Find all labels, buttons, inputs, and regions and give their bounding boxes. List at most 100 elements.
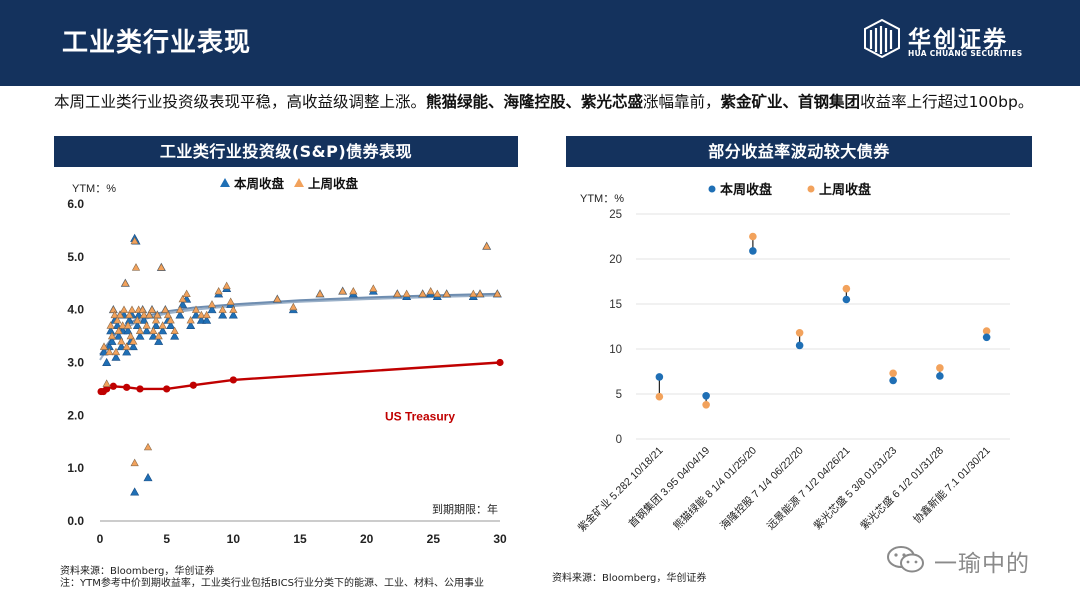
previous-close-point bbox=[102, 379, 111, 387]
previous-close-point bbox=[145, 310, 154, 319]
previous-close-point bbox=[338, 286, 347, 295]
previous-close-point bbox=[889, 369, 897, 378]
current-close-point bbox=[132, 320, 142, 330]
previous-close-point bbox=[207, 300, 217, 308]
previous-close-point bbox=[113, 316, 122, 324]
previous-close-point bbox=[170, 326, 179, 334]
summary-text-1: 本周工业类行业投资级表现平稳，高收益级调整上涨。 bbox=[54, 93, 427, 111]
x-category-label: 协鑫新能 7.1 01/30/21 bbox=[911, 444, 993, 526]
x-tick-label: 0 bbox=[97, 532, 104, 546]
current-close-point bbox=[218, 310, 228, 319]
brand-logo: 华创证券 HUA CHUANG SECURITIES bbox=[862, 18, 1032, 66]
x-tick-label: 30 bbox=[493, 532, 507, 546]
previous-close-point bbox=[289, 302, 298, 311]
x-tick-label: 10 bbox=[227, 532, 241, 546]
previous-close-point bbox=[115, 310, 125, 319]
x-category-label: 海隆控股 7 1/4 06/22/20 bbox=[717, 444, 806, 533]
previous-close-point bbox=[135, 326, 145, 334]
previous-close-point bbox=[131, 263, 141, 271]
summary-text-3: 收益率上行超过100bp。 bbox=[860, 93, 1034, 111]
current-close-point bbox=[114, 331, 124, 340]
previous-close-point bbox=[202, 310, 211, 319]
current-close-point bbox=[655, 373, 664, 381]
previous-close-point bbox=[418, 289, 427, 297]
current-close-point bbox=[207, 305, 217, 314]
us-treasury-point bbox=[136, 385, 144, 393]
previous-close-point bbox=[166, 316, 175, 324]
previous-close-point bbox=[138, 305, 147, 313]
previous-close-point bbox=[139, 310, 149, 319]
previous-close-point bbox=[130, 236, 139, 245]
previous-close-point bbox=[153, 310, 162, 319]
current-close-point bbox=[151, 320, 161, 330]
legend-label-previous: 上周收盘 bbox=[308, 176, 359, 191]
current-close-point bbox=[749, 247, 757, 255]
current-close-point bbox=[112, 320, 122, 330]
previous-close-point bbox=[118, 321, 127, 329]
current-close-point bbox=[795, 341, 804, 350]
us-treasury-point bbox=[189, 381, 197, 389]
previous-close-point bbox=[349, 286, 358, 295]
previous-close-point bbox=[702, 401, 710, 409]
previous-close-point bbox=[842, 284, 851, 293]
current-close-point bbox=[889, 376, 897, 385]
current-close-point bbox=[936, 372, 944, 380]
x-tick-label: 15 bbox=[293, 532, 307, 546]
current-close-point bbox=[702, 392, 710, 400]
previous-close-point bbox=[133, 316, 142, 324]
current-close-point bbox=[154, 336, 164, 345]
previous-close-point bbox=[158, 321, 167, 329]
previous-close-point bbox=[218, 305, 227, 313]
previous-close-point bbox=[182, 289, 191, 297]
current-close-point bbox=[175, 310, 185, 319]
previous-close-point bbox=[226, 297, 235, 305]
previous-close-point bbox=[125, 310, 134, 319]
right-panel-title: 部分收益率波动较大债券 bbox=[566, 136, 1032, 167]
previous-close-point bbox=[163, 310, 173, 319]
current-close-point bbox=[139, 315, 149, 324]
current-close-point bbox=[842, 295, 851, 304]
left-definition-note: 注：YTM参考中价到期收益率，工业类行业包括BICS行业分类下的能源、工业、材料… bbox=[60, 578, 484, 589]
previous-close-point bbox=[157, 263, 166, 271]
previous-close-point bbox=[147, 305, 157, 313]
legend-marker-current bbox=[708, 185, 716, 193]
previous-close-point bbox=[655, 392, 664, 401]
current-close-point bbox=[102, 357, 112, 366]
previous-close-point bbox=[123, 321, 133, 329]
y-tick-label: 1.0 bbox=[67, 461, 84, 475]
y-tick-label: 25 bbox=[609, 209, 622, 221]
x-category-label: 熊猫绿能 8 1/4 01/25/20 bbox=[671, 444, 760, 533]
us-treasury-point bbox=[103, 385, 111, 393]
current-close-point bbox=[142, 326, 152, 335]
previous-close-point bbox=[130, 458, 139, 467]
previous-close-point bbox=[126, 331, 135, 340]
previous-close-point bbox=[175, 305, 185, 313]
previous-close-point bbox=[111, 347, 121, 356]
summary-bold-1: 熊猫绿能、海隆控股、紫光芯盛 bbox=[426, 93, 644, 111]
previous-close-point bbox=[105, 347, 114, 356]
current-close-point bbox=[111, 352, 121, 361]
previous-close-point bbox=[426, 286, 435, 295]
previous-close-point bbox=[229, 305, 238, 313]
y-tick-label: 3.0 bbox=[67, 356, 84, 370]
x-tick-label: 25 bbox=[427, 532, 441, 546]
current-close-point bbox=[158, 326, 168, 335]
current-close-point bbox=[123, 326, 133, 335]
y-axis-label: YTM：% bbox=[580, 193, 624, 205]
right-source-note: 资料来源：Bloomberg，华创证券 bbox=[552, 573, 707, 584]
current-close-point bbox=[135, 331, 145, 340]
current-close-point bbox=[170, 331, 180, 340]
current-close-point bbox=[143, 473, 153, 482]
previous-close-point bbox=[127, 305, 137, 313]
current-close-point bbox=[124, 315, 134, 324]
x-tick-label: 20 bbox=[360, 532, 374, 546]
y-tick-label: 20 bbox=[609, 254, 622, 266]
previous-close-point bbox=[117, 337, 126, 345]
previous-close-point bbox=[119, 305, 129, 313]
current-close-point bbox=[191, 310, 201, 319]
previous-close-point bbox=[222, 281, 231, 290]
previous-close-point bbox=[469, 289, 478, 297]
y-tick-label: 0.0 bbox=[67, 514, 84, 528]
x-tick-label: 5 bbox=[163, 532, 170, 546]
